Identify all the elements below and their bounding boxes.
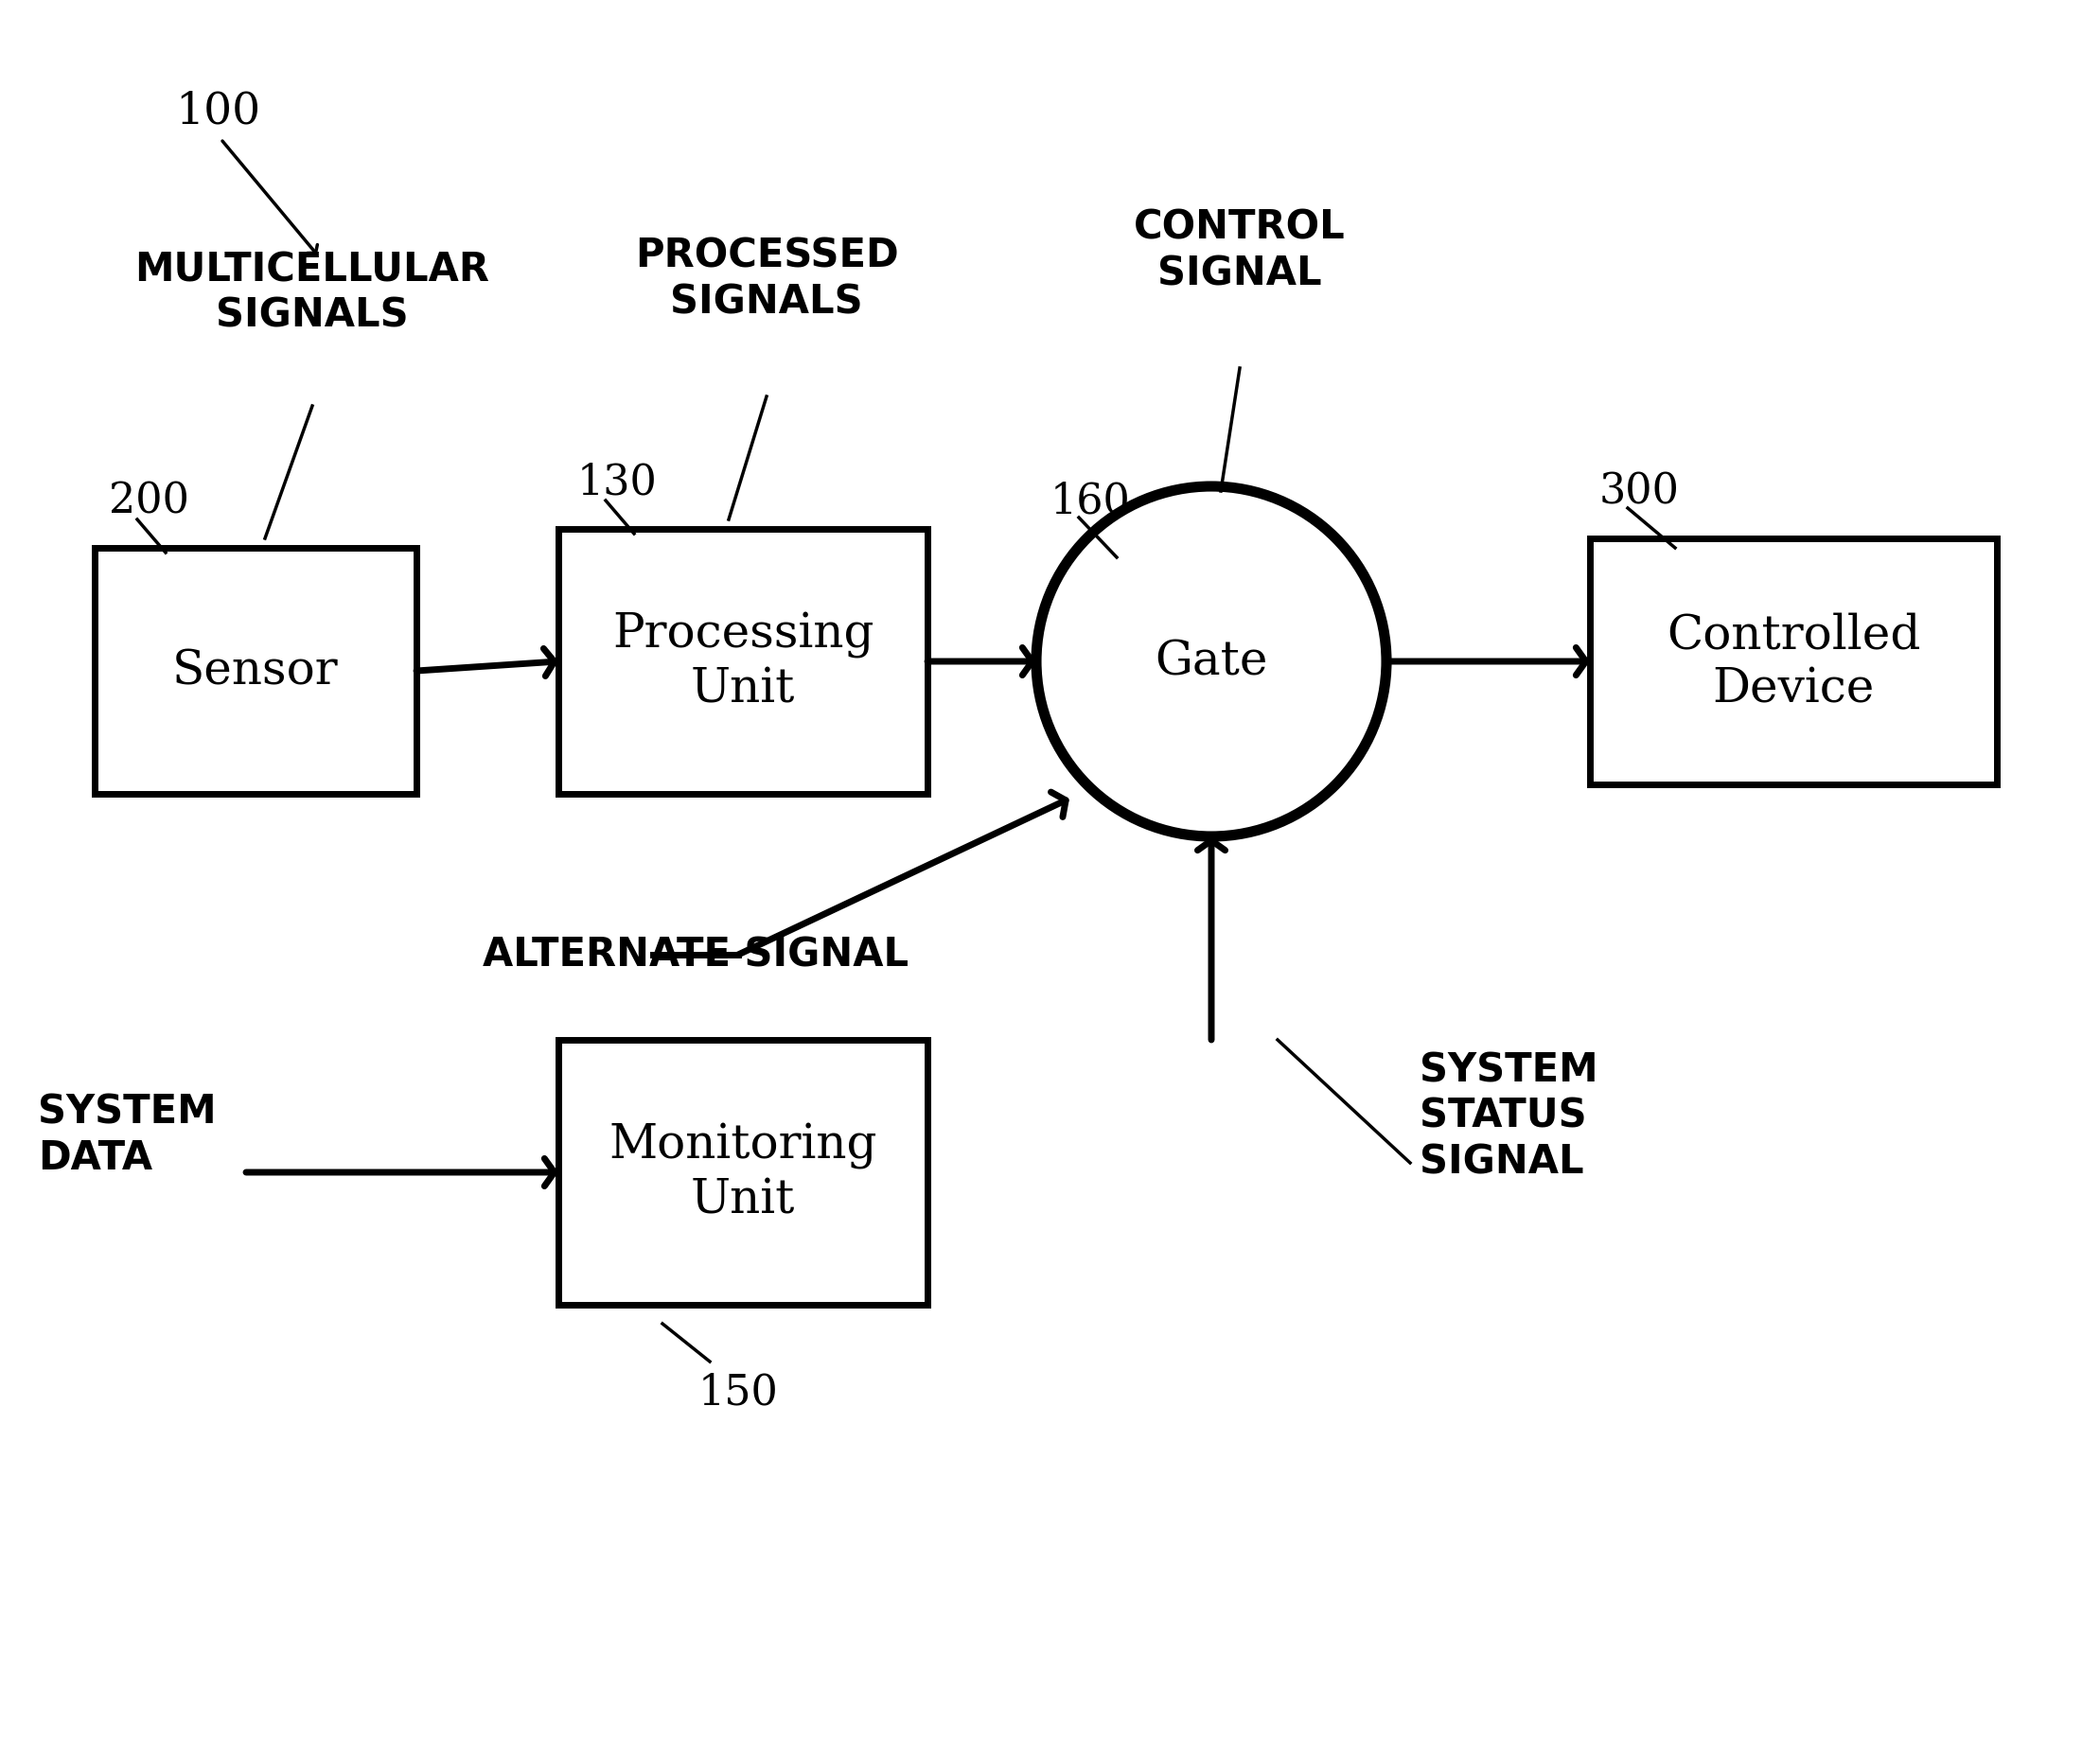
Text: SYSTEM
STATUS
SIGNAL: SYSTEM STATUS SIGNAL xyxy=(1420,1049,1598,1181)
Text: SYSTEM
DATA: SYSTEM DATA xyxy=(38,1093,216,1178)
Text: Gate: Gate xyxy=(1155,639,1268,686)
Text: 130: 130 xyxy=(578,461,657,503)
Text: Monitoring
Unit: Monitoring Unit xyxy=(609,1122,878,1223)
Text: 150: 150 xyxy=(697,1371,779,1413)
Text: MULTICELLULAR
SIGNALS: MULTICELLULAR SIGNALS xyxy=(134,251,489,336)
Text: Controlled
Device: Controlled Device xyxy=(1667,611,1919,712)
Text: 160: 160 xyxy=(1050,480,1130,522)
Text: Processing
Unit: Processing Unit xyxy=(611,611,874,712)
Text: Sensor: Sensor xyxy=(172,647,338,694)
Bar xyxy=(559,529,928,795)
Text: 100: 100 xyxy=(174,90,260,132)
Text: PROCESSED
SIGNALS: PROCESSED SIGNALS xyxy=(634,237,899,322)
Text: CONTROL
SIGNAL: CONTROL SIGNAL xyxy=(1134,207,1346,292)
Text: 200: 200 xyxy=(109,480,189,522)
Text: 300: 300 xyxy=(1600,472,1680,512)
Bar xyxy=(94,548,416,795)
Bar xyxy=(559,1041,928,1305)
Circle shape xyxy=(1035,487,1386,837)
Text: ALTERNATE SIGNAL: ALTERNATE SIGNAL xyxy=(483,936,909,974)
Bar xyxy=(1590,539,1997,785)
